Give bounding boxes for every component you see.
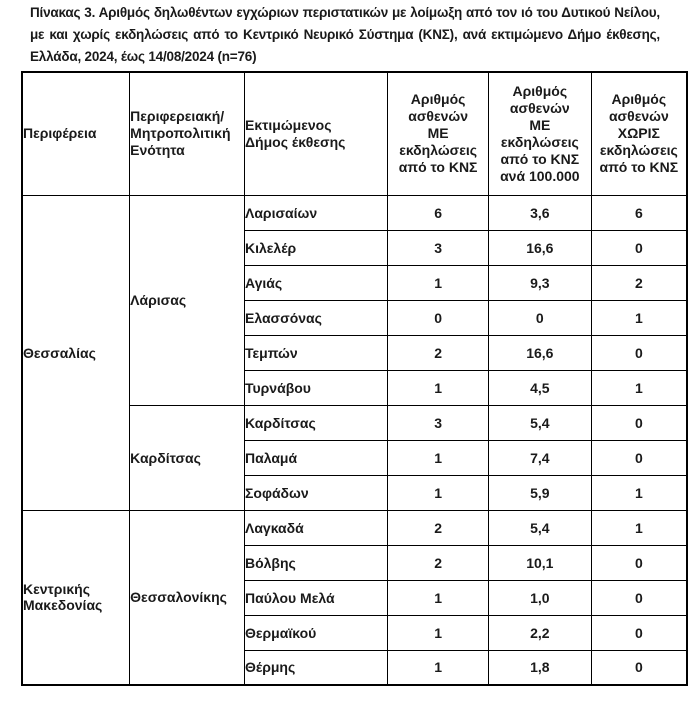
per-100k-cell: 2,2 [487, 614, 592, 651]
per-100k-cell: 10,1 [487, 544, 592, 581]
unit-cell-thessaloniki: Θεσσαλονίκης [129, 509, 245, 686]
region-cell-central-macedonia: Κεντρικής Μακεδονίας [21, 509, 131, 686]
per-100k-cell: 7,4 [487, 439, 592, 476]
cases-with-cns-cell: 2 [387, 509, 489, 546]
cases-with-cns-cell: 2 [387, 334, 489, 371]
municipality-cell: Θερμαϊκού [243, 614, 389, 651]
cases-with-cns-cell: 1 [387, 474, 489, 511]
municipality-cell: Λαγκαδά [243, 509, 389, 546]
municipality-cell: Τυρνάβου [243, 369, 389, 406]
cases-without-cns-cell: 0 [590, 614, 688, 651]
municipality-cell: Κιλελέρ [243, 229, 389, 266]
per-100k-cell: 0 [487, 299, 592, 336]
table-row: Καρδίτσας Καρδίτσας 3 5,4 0 [22, 404, 688, 511]
cases-without-cns-cell: 0 [590, 544, 688, 581]
cases-without-cns-cell: 2 [590, 264, 688, 301]
cases-with-cns-cell: 2 [387, 544, 489, 581]
municipality-cell: Λαρισαίων [243, 194, 389, 231]
per-100k-cell: 1,8 [487, 649, 592, 686]
cases-with-cns-cell: 1 [387, 649, 489, 686]
table-row: Σοφάδων 1 5,9 1 [22, 474, 688, 511]
per-100k-cell: 4,5 [487, 369, 592, 406]
table-row: Ελασσόνας 0 0 1 [22, 299, 688, 336]
municipality-cell: Παλαμά [243, 439, 389, 476]
table-row: Παλαμά 1 7,4 0 [22, 439, 688, 476]
cases-with-cns-cell: 1 [387, 614, 489, 651]
cases-without-cns-cell: 0 [590, 579, 688, 616]
municipality-cell: Βόλβης [243, 544, 389, 581]
cases-with-cns-cell: 1 [387, 579, 489, 616]
cases-without-cns-cell: 0 [590, 649, 688, 686]
table-row: Βόλβης 2 10,1 0 [22, 544, 688, 581]
per-100k-cell: 1,0 [487, 579, 592, 616]
municipality-cell: Παύλου Μελά [243, 579, 389, 616]
table-row: Θέρμης 1 1,8 0 [22, 649, 688, 686]
header-cases-with-cns: Αριθμός ασθενών ΜΕ εκδηλώσεις από το ΚΝΣ [387, 71, 489, 196]
cases-with-cns-cell: 3 [387, 229, 489, 266]
incidence-table: Περιφέρεια Περιφερειακή/ Μητροπολιτική Ε… [21, 71, 688, 686]
cases-with-cns-cell: 1 [387, 439, 489, 476]
table-row: Τεμπών 2 16,6 0 [22, 334, 688, 371]
table-row: Τυρνάβου 1 4,5 1 [22, 369, 688, 406]
cases-without-cns-cell: 1 [590, 474, 688, 511]
per-100k-cell: 3,6 [487, 194, 592, 231]
cases-without-cns-cell: 0 [590, 334, 688, 371]
header-municipality: Εκτιμώμενος Δήμος έκθεσης [243, 71, 389, 196]
cases-without-cns-cell: 6 [590, 194, 688, 231]
per-100k-cell: 16,6 [487, 229, 592, 266]
per-100k-cell: 9,3 [487, 264, 592, 301]
cases-with-cns-cell: 3 [387, 404, 489, 441]
municipality-cell: Σοφάδων [243, 474, 389, 511]
cases-without-cns-cell: 1 [590, 369, 688, 406]
cases-without-cns-cell: 1 [590, 509, 688, 546]
municipality-cell: Θέρμης [243, 649, 389, 686]
table-row: Κεντρικής Μακεδονίας Θεσσαλονίκης Λαγκαδ… [21, 509, 688, 686]
header-regional-unit: Περιφερειακή/ Μητροπολιτική Ενότητα [129, 71, 245, 196]
municipality-cell: Αγιάς [243, 264, 389, 301]
cases-with-cns-cell: 1 [387, 369, 489, 406]
cases-without-cns-cell: 0 [590, 404, 688, 441]
cases-without-cns-cell: 1 [590, 299, 688, 336]
per-100k-cell: 16,6 [487, 334, 592, 371]
per-100k-cell: 5,9 [487, 474, 592, 511]
region-cell-thessaly: Θεσσαλίας [21, 194, 131, 511]
cases-with-cns-cell: 6 [387, 194, 489, 231]
municipality-cell: Ελασσόνας [243, 299, 389, 336]
cases-with-cns-cell: 0 [387, 299, 489, 336]
cases-without-cns-cell: 0 [590, 439, 688, 476]
header-cases-without-cns: Αριθμός ασθενών ΧΩΡΙΣ εκδηλώσεις από το … [590, 71, 688, 196]
unit-cell-karditsa: Καρδίτσας [129, 404, 245, 511]
cases-with-cns-cell: 1 [387, 264, 489, 301]
municipality-cell: Καρδίτσας [243, 404, 389, 441]
table-row: Κιλελέρ 3 16,6 0 [22, 229, 688, 266]
table-row: Θεσσαλίας Λάρισας Λαρισαίων 6 3,6 6 [21, 194, 688, 511]
per-100k-cell: 5,4 [487, 404, 592, 441]
header-cases-with-cns-per-100k: Αριθμός ασθενών ΜΕ εκδηλώσεις από το ΚΝΣ… [487, 71, 592, 196]
header-region: Περιφέρεια [21, 71, 131, 196]
table-caption: Πίνακας 3. Αριθμός δηλωθέντων εγχώριων π… [30, 5, 660, 64]
municipality-cell: Τεμπών [243, 334, 389, 371]
cases-without-cns-cell: 0 [590, 229, 688, 266]
unit-cell-larissa: Λάρισας [129, 194, 245, 406]
header-row: Περιφέρεια Περιφερειακή/ Μητροπολιτική Ε… [21, 71, 688, 196]
table-row: Θερμαϊκού 1 2,2 0 [22, 614, 688, 651]
per-100k-cell: 5,4 [487, 509, 592, 546]
